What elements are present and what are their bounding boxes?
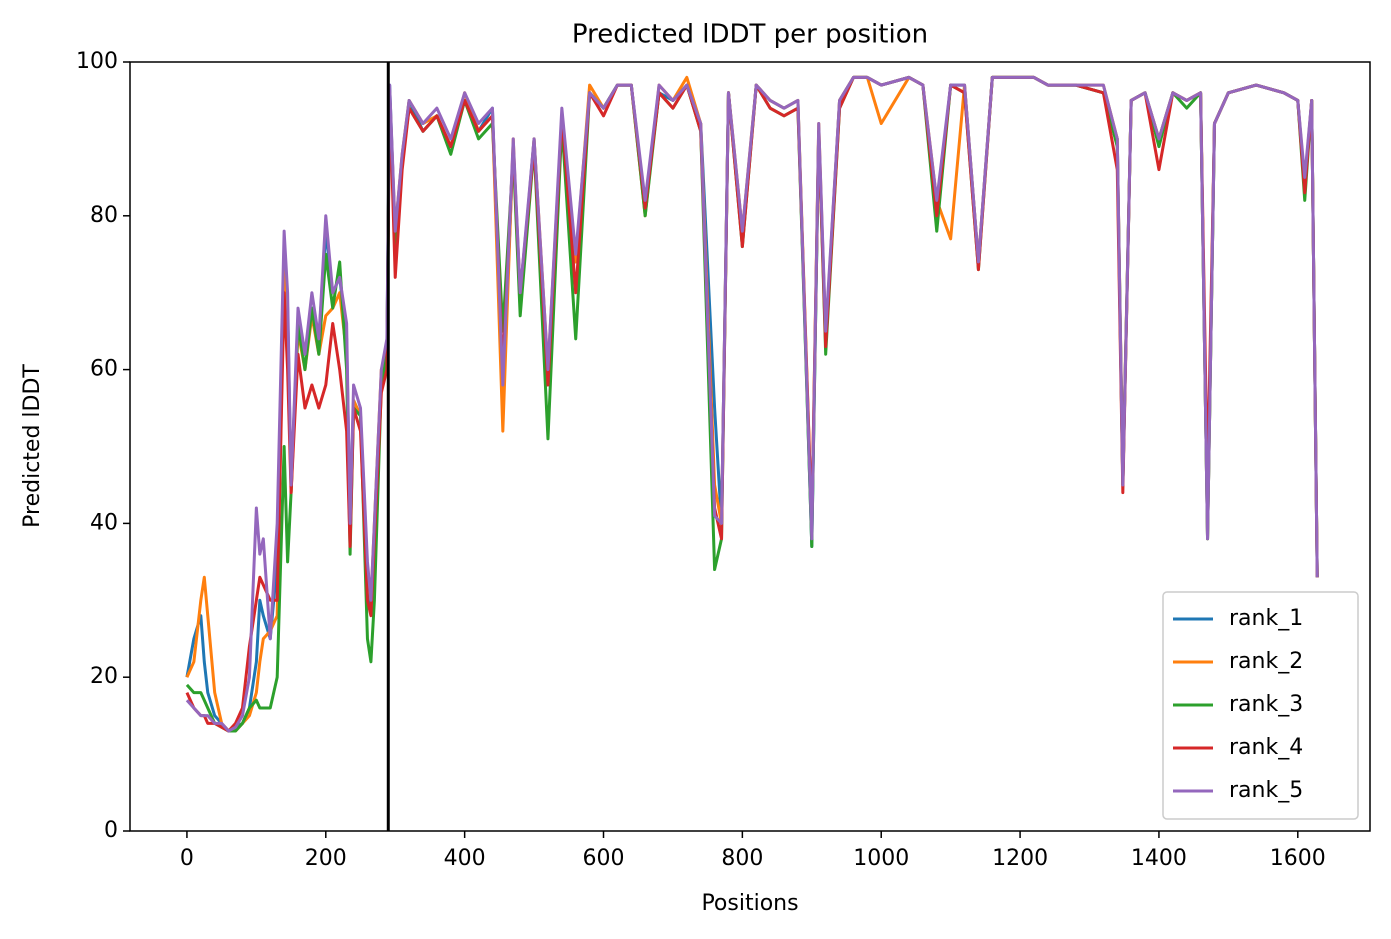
y-tick-label: 20 [90,664,118,689]
y-tick-label: 100 [76,49,118,74]
legend-box [1162,591,1359,820]
chart-title: Predicted lDDT per position [572,20,928,50]
x-tick-label: 800 [721,846,763,871]
series-line [185,75,1319,733]
y-tick-label: 80 [90,203,118,228]
x-tick-label: 1000 [853,846,909,871]
x-tick-label: 200 [305,846,347,871]
x-tick-label: 600 [583,846,625,871]
y-axis-label: Predicted lDDT [20,364,45,528]
legend-label: rank_1 [1229,606,1303,631]
x-tick-label: 400 [444,846,486,871]
x-tick-label: 1400 [1131,846,1187,871]
plot-area [185,62,1319,831]
y-tick-label: 0 [104,818,118,843]
legend-label: rank_3 [1229,692,1303,717]
x-tick-label: 1200 [992,846,1048,871]
y-tick-label: 40 [90,510,118,535]
plot-frame [129,61,1371,832]
x-axis-label: Positions [701,891,798,916]
legend-label: rank_5 [1229,778,1303,803]
series-line [185,75,1319,733]
legend-label: rank_4 [1229,735,1303,760]
x-tick-label: 0 [180,846,194,871]
x-tick-label: 1600 [1270,846,1326,871]
y-tick-label: 60 [90,357,118,382]
legend-label: rank_2 [1229,649,1303,674]
